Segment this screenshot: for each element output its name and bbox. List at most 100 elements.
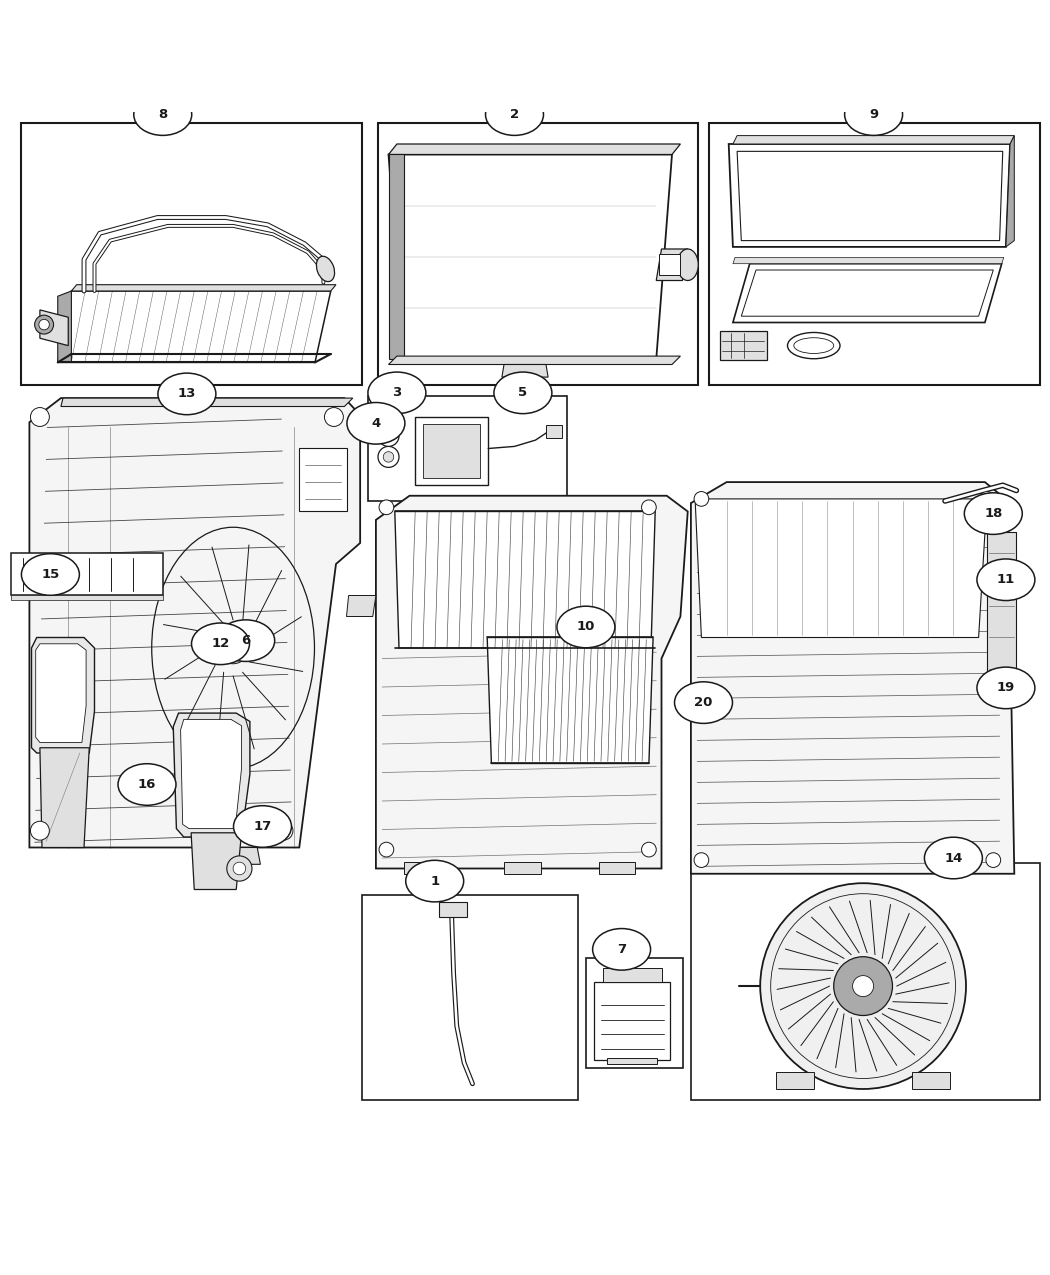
Polygon shape <box>40 747 89 848</box>
Circle shape <box>379 500 394 515</box>
Circle shape <box>35 315 54 334</box>
Polygon shape <box>546 426 562 439</box>
Polygon shape <box>173 713 250 836</box>
Text: 3: 3 <box>393 386 401 399</box>
Ellipse shape <box>677 249 698 280</box>
Text: 17: 17 <box>253 820 272 833</box>
Text: 2: 2 <box>510 108 519 121</box>
Text: 7: 7 <box>617 942 626 956</box>
Ellipse shape <box>405 861 464 901</box>
Polygon shape <box>10 553 163 595</box>
Polygon shape <box>299 449 347 511</box>
Text: 10: 10 <box>576 621 595 634</box>
Polygon shape <box>388 144 680 154</box>
Polygon shape <box>191 833 242 890</box>
Ellipse shape <box>674 682 733 723</box>
Polygon shape <box>423 425 480 478</box>
Bar <box>378 122 698 385</box>
Circle shape <box>378 446 399 468</box>
Circle shape <box>39 319 49 330</box>
Polygon shape <box>776 1072 814 1089</box>
Text: 16: 16 <box>138 778 156 790</box>
Circle shape <box>694 492 709 506</box>
Ellipse shape <box>788 333 840 358</box>
Polygon shape <box>181 719 242 829</box>
Polygon shape <box>504 862 541 873</box>
Polygon shape <box>695 499 987 638</box>
Ellipse shape <box>158 374 216 414</box>
Circle shape <box>834 956 892 1015</box>
Polygon shape <box>388 356 680 365</box>
Polygon shape <box>40 310 68 346</box>
Text: 19: 19 <box>996 681 1015 695</box>
Polygon shape <box>607 1057 657 1063</box>
Ellipse shape <box>924 838 983 878</box>
Ellipse shape <box>316 256 335 282</box>
Polygon shape <box>346 595 376 617</box>
Circle shape <box>642 500 656 515</box>
Ellipse shape <box>844 94 903 135</box>
Text: 18: 18 <box>984 507 1003 520</box>
Ellipse shape <box>346 403 405 444</box>
Bar <box>368 397 567 501</box>
Polygon shape <box>720 332 766 361</box>
Polygon shape <box>71 284 336 291</box>
Circle shape <box>324 408 343 426</box>
Polygon shape <box>603 968 662 982</box>
Ellipse shape <box>21 553 80 595</box>
Polygon shape <box>10 595 163 599</box>
Circle shape <box>980 492 994 506</box>
Circle shape <box>853 975 874 997</box>
Circle shape <box>379 843 394 857</box>
Ellipse shape <box>368 372 426 413</box>
Text: 20: 20 <box>694 696 713 709</box>
Ellipse shape <box>485 94 544 135</box>
Bar <box>691 863 1040 1099</box>
Polygon shape <box>215 848 260 864</box>
Circle shape <box>227 856 252 881</box>
Ellipse shape <box>976 667 1035 709</box>
Polygon shape <box>376 496 688 868</box>
Polygon shape <box>733 264 1002 323</box>
Ellipse shape <box>556 606 615 648</box>
Ellipse shape <box>133 94 192 135</box>
Text: 5: 5 <box>519 386 527 399</box>
Circle shape <box>383 451 394 462</box>
Polygon shape <box>395 511 655 648</box>
Circle shape <box>274 821 293 840</box>
Polygon shape <box>594 982 670 1060</box>
Ellipse shape <box>976 558 1035 601</box>
Polygon shape <box>1006 135 1014 247</box>
Polygon shape <box>502 365 548 377</box>
Text: 1: 1 <box>430 875 439 887</box>
Circle shape <box>642 843 656 857</box>
Polygon shape <box>733 135 1014 144</box>
Ellipse shape <box>494 372 552 413</box>
Polygon shape <box>388 154 672 360</box>
Ellipse shape <box>233 806 292 848</box>
Polygon shape <box>32 638 94 754</box>
Circle shape <box>760 884 966 1089</box>
Bar <box>586 958 682 1068</box>
Circle shape <box>30 821 49 840</box>
Polygon shape <box>659 254 680 275</box>
Polygon shape <box>987 533 1016 690</box>
Polygon shape <box>598 862 635 873</box>
Polygon shape <box>36 644 86 742</box>
Polygon shape <box>912 1072 950 1089</box>
Text: 14: 14 <box>944 852 963 864</box>
Text: 4: 4 <box>372 417 380 430</box>
Polygon shape <box>388 154 404 360</box>
Circle shape <box>986 853 1001 867</box>
Text: 6: 6 <box>242 634 250 648</box>
Polygon shape <box>729 144 1010 247</box>
Circle shape <box>233 862 246 875</box>
Text: 12: 12 <box>211 638 230 650</box>
Bar <box>21 122 362 385</box>
Ellipse shape <box>216 620 275 662</box>
Ellipse shape <box>118 764 176 806</box>
Circle shape <box>217 632 249 664</box>
Text: 8: 8 <box>159 108 167 121</box>
Polygon shape <box>415 417 488 486</box>
Ellipse shape <box>964 493 1023 534</box>
